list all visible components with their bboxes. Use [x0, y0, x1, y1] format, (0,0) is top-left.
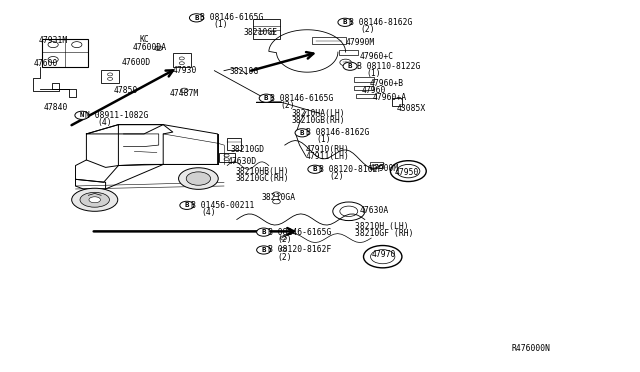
Bar [392, 98, 402, 106]
Text: 47970: 47970 [371, 250, 396, 259]
Text: B 08120-8162F: B 08120-8162F [319, 165, 382, 174]
Text: 47840: 47840 [44, 103, 68, 112]
Text: 47930: 47930 [173, 66, 197, 75]
Text: B: B [342, 19, 348, 25]
Circle shape [257, 246, 271, 254]
Text: 38210HA(LH): 38210HA(LH) [292, 109, 346, 118]
Text: 47600: 47600 [33, 59, 58, 68]
Text: 47960+A: 47960+A [372, 93, 406, 102]
Text: 47600D: 47600D [122, 58, 151, 67]
Ellipse shape [179, 168, 218, 189]
Text: B: B [300, 130, 305, 136]
Text: B 08146-6165G: B 08146-6165G [270, 94, 333, 103]
Text: 47950: 47950 [394, 169, 419, 177]
Circle shape [180, 201, 194, 209]
Bar [219, 153, 235, 162]
Bar [339, 50, 358, 55]
Text: B 08120-8162F: B 08120-8162F [268, 246, 331, 254]
Text: B: B [348, 63, 353, 69]
Text: B 08146-8162G: B 08146-8162G [349, 18, 412, 27]
Text: (2): (2) [329, 172, 344, 181]
Text: (1): (1) [366, 69, 381, 78]
Text: (4): (4) [202, 208, 216, 217]
Text: 47910(RH): 47910(RH) [306, 145, 350, 154]
Text: 47911(LH): 47911(LH) [306, 152, 350, 161]
Text: 47630A: 47630A [360, 206, 389, 215]
Ellipse shape [80, 192, 109, 207]
Text: 47960+B: 47960+B [370, 79, 404, 88]
Bar [312, 37, 346, 44]
Text: B 08146-8162G: B 08146-8162G [306, 128, 369, 137]
Circle shape [338, 18, 352, 26]
Ellipse shape [89, 197, 100, 203]
Circle shape [189, 14, 204, 22]
Circle shape [343, 62, 357, 70]
Text: B: B [184, 202, 189, 208]
Text: 38210GC(RH): 38210GC(RH) [236, 174, 289, 183]
Text: B: B [264, 95, 269, 101]
Text: 43085X: 43085X [397, 105, 426, 113]
Text: (2): (2) [280, 101, 295, 110]
Circle shape [75, 111, 89, 119]
Text: B: B [261, 247, 266, 253]
Text: 47960+C: 47960+C [360, 52, 394, 61]
Text: (2): (2) [360, 25, 375, 34]
Text: 38210GE: 38210GE [243, 28, 277, 37]
Text: 47960: 47960 [362, 86, 386, 95]
Text: N 08911-1082G: N 08911-1082G [85, 111, 148, 120]
Text: 47600DA: 47600DA [133, 43, 167, 52]
Text: B: B [261, 229, 266, 235]
Bar [253, 19, 280, 39]
Text: KC: KC [140, 35, 149, 44]
Bar [354, 77, 374, 82]
Text: (4): (4) [97, 118, 112, 127]
Circle shape [259, 94, 273, 102]
Ellipse shape [186, 172, 211, 185]
Text: R476000N: R476000N [511, 344, 550, 353]
Text: B: B [194, 15, 199, 21]
Text: (2): (2) [278, 235, 292, 244]
Bar [354, 86, 373, 90]
Text: 47850: 47850 [114, 86, 138, 94]
Text: 38210GF (RH): 38210GF (RH) [355, 230, 413, 238]
Bar [173, 53, 191, 67]
Text: B 08110-8122G: B 08110-8122G [357, 62, 420, 71]
Text: 38210GA: 38210GA [261, 193, 295, 202]
Text: 47900M: 47900M [370, 164, 399, 173]
Text: 38210GB(RH): 38210GB(RH) [292, 116, 346, 125]
Text: 38210HB(LH): 38210HB(LH) [236, 167, 289, 176]
Text: B 08146-6165G: B 08146-6165G [268, 228, 331, 237]
Text: (1): (1) [213, 20, 228, 29]
Bar [370, 162, 383, 168]
Text: 38210H (LH): 38210H (LH) [355, 222, 409, 231]
Text: B 08146-6165G: B 08146-6165G [200, 13, 264, 22]
Text: 38210G: 38210G [229, 67, 259, 76]
Text: 47487M: 47487M [170, 89, 199, 98]
Bar [101, 70, 119, 83]
Text: (2): (2) [278, 253, 292, 262]
Circle shape [295, 129, 309, 137]
Text: 38210GD: 38210GD [230, 145, 264, 154]
Text: B: B [312, 166, 317, 172]
Ellipse shape [72, 188, 118, 211]
Bar [42, 39, 88, 67]
Text: (1): (1) [316, 135, 331, 144]
Bar [227, 138, 241, 150]
Text: N: N [79, 112, 84, 118]
Text: 47630D: 47630D [227, 157, 257, 166]
Text: 47931M: 47931M [38, 36, 68, 45]
Circle shape [257, 228, 271, 236]
Text: B 01456-00211: B 01456-00211 [191, 201, 254, 210]
Text: 47990M: 47990M [346, 38, 375, 47]
Circle shape [308, 165, 322, 173]
Bar [356, 94, 376, 98]
